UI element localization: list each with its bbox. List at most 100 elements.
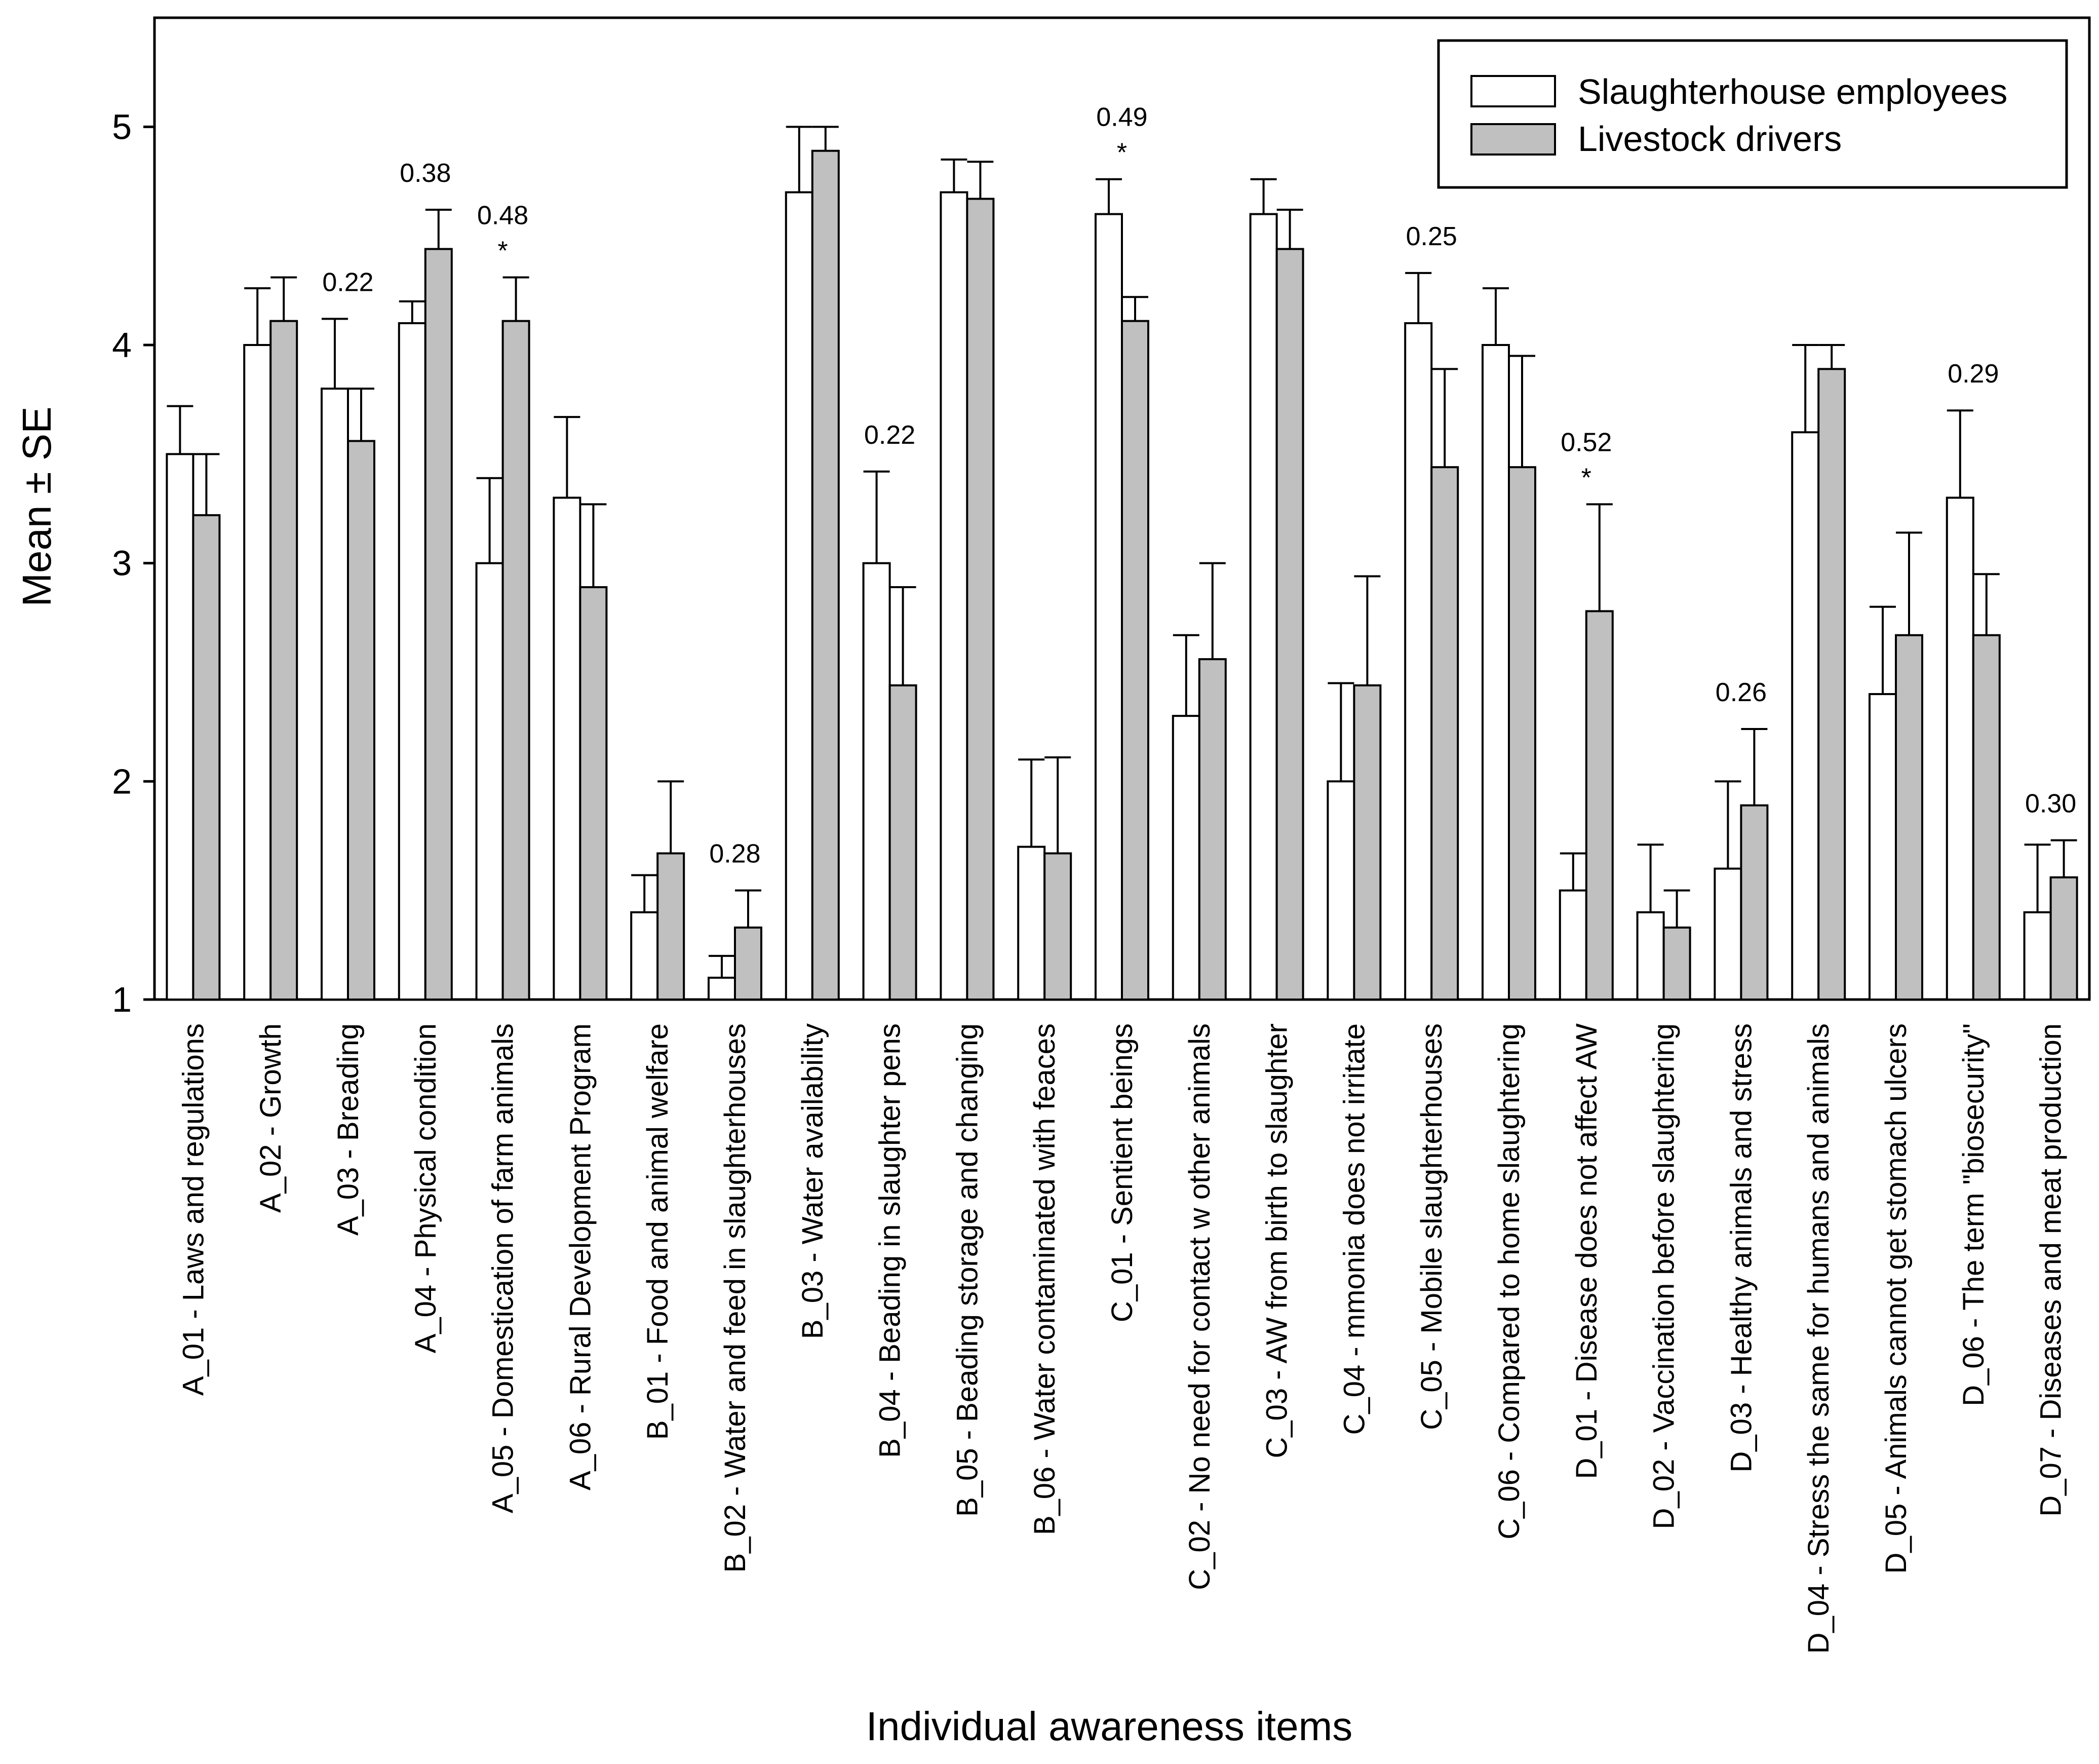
legend: Slaughterhouse employees Livestock drive…: [1437, 39, 2068, 189]
bar-employees: [1172, 715, 1200, 1001]
bar-drivers: [1895, 634, 1923, 1001]
x-tick-label: D_02 - Vaccination before slaughtering: [1648, 1023, 1681, 1529]
bar-drivers: [1662, 926, 1691, 1001]
bar-employees: [630, 911, 659, 1001]
bar-employees: [1869, 693, 1897, 1001]
x-tick-label: A_01 - Laws and regulations: [177, 1023, 210, 1396]
legend-swatch-livestock-drivers: [1470, 123, 1556, 156]
bar-drivers: [888, 684, 917, 1001]
x-tick-label: B_05 - Beading storage and changing: [951, 1023, 984, 1517]
x-tick-label: A_06 - Rural Development Program: [564, 1023, 597, 1490]
annotation-value: 0.38: [400, 159, 451, 188]
bar-employees: [785, 191, 813, 1001]
x-tick-label: B_03 - Water availability: [796, 1023, 829, 1339]
bar-employees: [1559, 889, 1587, 1001]
x-tick-label: C_06 - Compared to home slaughtering: [1493, 1023, 1526, 1540]
x-tick-label: D_06 - The term "biosecurity": [1957, 1023, 1990, 1406]
bar-drivers: [1198, 658, 1227, 1001]
annotation-value: 0.30: [2025, 789, 2076, 819]
annotation-value: 0.26: [1716, 678, 1767, 707]
bar-employees: [321, 388, 349, 1001]
bar-employees: [1791, 431, 1820, 1001]
y-tick-label: 3: [112, 544, 132, 583]
bar-drivers: [1043, 852, 1072, 1001]
bar-drivers: [501, 320, 530, 1001]
x-tick-label: B_01 - Food and animal welfare: [641, 1023, 674, 1440]
bar-employees: [475, 562, 504, 1001]
x-tick-label: D_01 - Disease does not affect AW: [1570, 1023, 1603, 1479]
x-tick-label: B_04 - Beading in slaughter pens: [874, 1023, 907, 1458]
significance-star: *: [497, 236, 508, 265]
bar-drivers: [656, 852, 685, 1001]
y-axis: 1 2 3 4 5: [112, 107, 154, 1019]
bar-employees: [940, 191, 968, 1001]
bar-employees: [1946, 496, 1974, 1001]
bar-drivers: [1121, 320, 1149, 1001]
bar-drivers: [1353, 684, 1382, 1001]
bar-employees: [243, 344, 272, 1001]
x-tick-label: C_03 - AW from birth to slaughter: [1261, 1023, 1294, 1459]
bar-drivers: [1430, 466, 1459, 1001]
x-tick-label: C_05 - Mobile slaughterhouses: [1415, 1023, 1448, 1430]
bar-employees: [398, 322, 426, 1001]
x-axis-tick-labels: A_01 - Laws and regulations A_02 - Growth…: [177, 1023, 2067, 1654]
x-tick-label: B_06 - Water contaminated with feaces: [1028, 1023, 1061, 1535]
legend-frame: [1437, 39, 2068, 189]
y-tick-label: 5: [112, 107, 132, 146]
annotation-value: 0.22: [322, 267, 373, 297]
y-tick-label: 2: [112, 761, 132, 801]
bar-employees: [1249, 213, 1278, 1001]
x-tick-label: D_05 - Animals cannot get stomach ulcers: [1880, 1023, 1913, 1574]
bar-drivers: [811, 149, 840, 1001]
bar-drivers: [1740, 804, 1769, 1001]
x-axis-label: Individual awareness items: [866, 1704, 1352, 1749]
bar-employees: [1636, 911, 1665, 1001]
x-tick-label: A_04 - Physical condition: [409, 1023, 442, 1353]
bar-drivers: [966, 198, 995, 1001]
bar-employees: [708, 976, 736, 1001]
bar-employees: [862, 562, 891, 1001]
bar-drivers: [579, 586, 608, 1001]
legend-label-livestock-drivers: Livestock drivers: [1578, 119, 1842, 159]
bar-employees: [166, 453, 195, 1001]
bar-drivers: [1817, 368, 1846, 1001]
x-tick-label: D_07 - Diseases and meat production: [2035, 1023, 2068, 1517]
annotation-value: 0.48: [477, 201, 528, 230]
annotation-value: 0.29: [1948, 359, 1999, 389]
x-tick-label: C_01 - Sentient beings: [1106, 1023, 1139, 1322]
x-tick-label: D_04 - Stress the same for humans and an…: [1802, 1023, 1835, 1654]
annotation-value: 0.28: [709, 839, 760, 869]
annotation-value: 0.25: [1406, 222, 1457, 251]
bar-employees: [1714, 867, 1742, 1001]
legend-swatch-slaughterhouse-employees: [1470, 75, 1556, 107]
bar-employees: [2023, 911, 2052, 1001]
x-tick-label: D_03 - Healthy animals and stress: [1725, 1023, 1758, 1473]
bar-employees: [1404, 322, 1433, 1001]
bars: [166, 126, 2078, 1001]
bar-drivers: [734, 926, 762, 1001]
bar-drivers: [1508, 466, 1536, 1001]
x-tick-label: B_02 - Water and feed in slaughterhouses: [719, 1023, 752, 1573]
bar-employees: [1327, 780, 1355, 1001]
annotation-value: 0.52: [1561, 428, 1612, 457]
bar-employees: [1482, 344, 1510, 1001]
significance-star: *: [1581, 463, 1591, 492]
significance-star: *: [1117, 138, 1127, 168]
bar-drivers: [1972, 634, 2001, 1001]
bar-employees: [553, 496, 581, 1001]
y-tick-label: 1: [112, 980, 132, 1019]
bar-employees: [1095, 213, 1123, 1001]
bar-drivers: [192, 514, 221, 1001]
annotation-value: 0.22: [864, 420, 915, 450]
bar-drivers: [1275, 248, 1304, 1001]
annotation-value: 0.49: [1096, 103, 1147, 132]
x-tick-label: A_02 - Growth: [254, 1023, 287, 1213]
bar-drivers: [269, 320, 298, 1001]
x-tick-label: C_02 - No need for contact w other anima…: [1183, 1023, 1216, 1590]
y-tick-label: 4: [112, 325, 132, 365]
bar-drivers: [347, 440, 375, 1001]
x-tick-label: C_04 - mmonia does not irritate: [1338, 1023, 1371, 1435]
x-tick-label: A_05 - Domestication of farm animals: [487, 1023, 520, 1513]
